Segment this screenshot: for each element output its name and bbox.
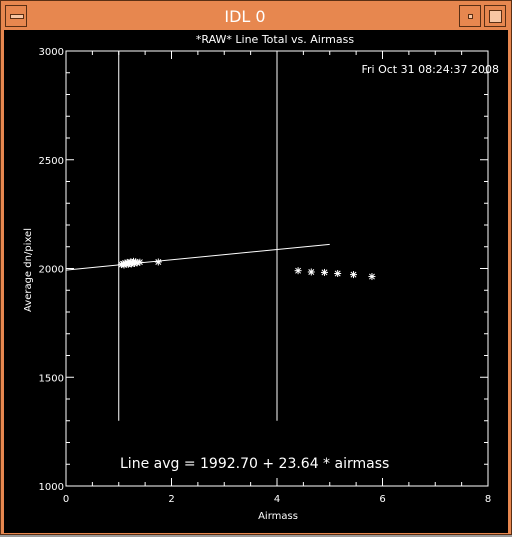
y-tick-label: 2000 (39, 265, 64, 276)
x-axis-label: Airmass (258, 511, 298, 522)
title-bar[interactable]: IDL 0 (4, 4, 508, 29)
chart-title: *RAW* Line Total vs. Airmass (196, 33, 354, 46)
x-tick-label: 4 (274, 494, 280, 505)
data-point (334, 270, 342, 278)
window-title: IDL 0 (224, 7, 266, 26)
y-tick-label: 3000 (39, 47, 64, 58)
data-point (307, 268, 315, 276)
data-point-stroke (308, 269, 315, 275)
y-tick-label: 1500 (39, 373, 64, 384)
window-menu-icon (10, 14, 24, 19)
data-point-stroke (334, 270, 341, 277)
data-point (320, 268, 328, 276)
x-tick-label: 0 (63, 494, 69, 505)
data-point (294, 267, 302, 275)
data-point-stroke (136, 259, 143, 266)
window-menu-button[interactable] (5, 5, 27, 27)
y-tick-label: 1000 (39, 482, 64, 493)
data-point-stroke (368, 273, 375, 280)
plot-canvas: *RAW* Line Total vs. Airmass Fri Oct 31 … (4, 30, 508, 533)
fit-equation-label: Line avg = 1992.70 + 23.64 * airmass (120, 456, 389, 472)
data-point-stroke (350, 271, 357, 278)
y-tick-label: 2500 (39, 156, 64, 167)
data-point (349, 271, 357, 279)
x-tick-label: 6 (379, 494, 385, 505)
minimize-icon (468, 14, 473, 19)
data-point-stroke (155, 258, 162, 265)
data-point (136, 258, 144, 266)
minimize-button[interactable] (459, 5, 481, 27)
data-point (154, 258, 162, 266)
maximize-icon (489, 10, 502, 23)
fit-line (65, 243, 330, 271)
data-point-stroke (295, 267, 302, 274)
x-tick-label: 8 (485, 494, 491, 505)
chart-timestamp: Fri Oct 31 08:24:37 2008 (361, 63, 499, 76)
y-axis-label: Average dn/pixel (23, 228, 34, 312)
data-point-stroke (321, 269, 328, 276)
maximize-button[interactable] (484, 5, 506, 27)
x-tick-label: 2 (168, 494, 174, 505)
scatter-chart: *RAW* Line Total vs. Airmass Fri Oct 31 … (23, 33, 499, 522)
data-point (368, 273, 376, 281)
